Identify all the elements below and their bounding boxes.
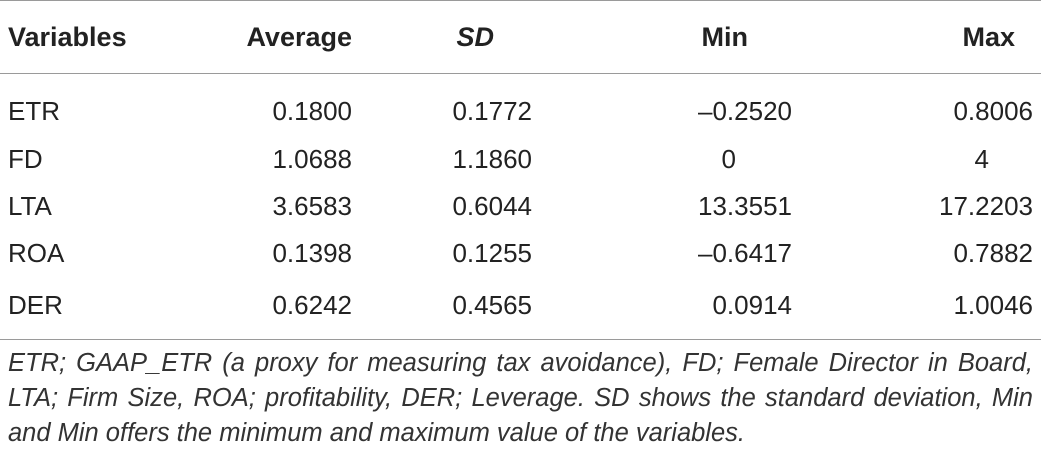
- cell-max: 1.0046: [820, 277, 1041, 340]
- cell-sd: 1.1860: [452, 144, 532, 174]
- row-label: ROA: [8, 238, 65, 268]
- row-label: FD: [8, 144, 43, 174]
- cell-min: 0: [721, 144, 736, 174]
- table-row-der: DER 0.6242 0.4565 0.0914 1.0046: [0, 277, 1041, 340]
- descriptive-statistics-table: Variables Average SD Min Max ETR 0.1800 …: [0, 0, 1041, 340]
- cell-min: 0.0914: [580, 277, 820, 340]
- cell-max: 0.8006: [953, 95, 1033, 126]
- cell-sd: 0.1772: [452, 95, 532, 126]
- table-row-roa: ROA 0.1398 0.1255 –0.6417 0.7882: [0, 230, 1041, 277]
- table-row-etr: ETR 0.1800 0.1772 –0.2520 0.8006: [0, 74, 1041, 137]
- cell-min: –0.6417: [698, 238, 792, 268]
- cell-sd: 0.6044: [452, 191, 532, 221]
- cell-average: 3.6583: [272, 191, 352, 221]
- cell-average: 0.1398: [272, 238, 352, 268]
- table-row-fd: FD 1.0688 1.1860 0 4: [0, 136, 1041, 183]
- table-row-lta: LTA 3.6583 0.6044 13.3551 17.2203: [0, 183, 1041, 230]
- table-header-row: Variables Average SD Min Max: [0, 0, 1041, 74]
- cell-max: 4: [974, 144, 989, 174]
- cell-max: 17.2203: [939, 191, 1033, 221]
- cell-average: 0.1800: [272, 95, 352, 126]
- cell-min: 13.3551: [698, 191, 792, 221]
- cell-sd: 0.4565: [360, 277, 580, 340]
- header-max: Max: [820, 0, 1041, 74]
- cell-average: 1.0688: [272, 144, 352, 174]
- cell-sd: 0.1255: [452, 238, 532, 268]
- header-variables: Variables: [0, 0, 200, 74]
- cell-max: 0.7882: [953, 238, 1033, 268]
- header-average: Average: [200, 0, 360, 74]
- row-label: DER: [0, 277, 200, 340]
- cell-average: 0.6242: [200, 277, 360, 340]
- row-label: ETR: [8, 95, 60, 126]
- header-sd: SD: [360, 0, 580, 74]
- table-footnote: ETR; GAAP_ETR (a proxy for measuring tax…: [8, 349, 1033, 447]
- header-min: Min: [580, 0, 820, 74]
- row-label: LTA: [8, 191, 52, 221]
- cell-min: –0.2520: [698, 95, 792, 126]
